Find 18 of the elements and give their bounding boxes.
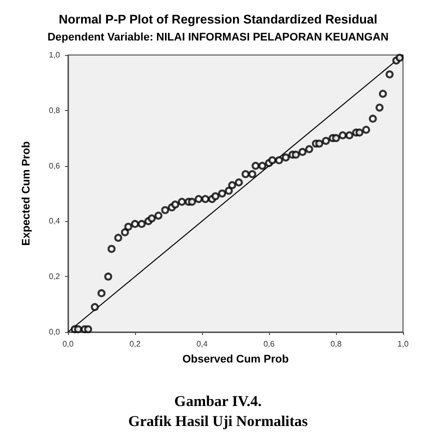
x-tick-label: 0,2 xyxy=(129,340,142,348)
y-tick-label: 0,8 xyxy=(48,106,61,115)
y-tick-label: 0,0 xyxy=(48,328,61,336)
chart-title: Normal P-P Plot of Regression Standardized Residual xyxy=(58,12,378,26)
x-tick-label: 0,8 xyxy=(330,340,342,348)
x-tick-label: 0,6 xyxy=(263,340,276,348)
y-axis-title: Expected Cum Prob xyxy=(20,140,32,246)
y-tick-label: 0,2 xyxy=(48,272,61,282)
chart-subtitle: Dependent Variable: NILAI INFORMASI PELAPORAN KEUANGAN xyxy=(47,32,389,44)
text: Grafik Hasil Uji Normalitas xyxy=(127,413,309,432)
x-axis-title: Observed Cum Prob xyxy=(182,354,289,366)
y-tick-label: 0,6 xyxy=(48,161,61,170)
text: Gambar IV.4. xyxy=(173,393,263,412)
x-tick-label: 0,4 xyxy=(196,340,208,348)
x-tick-label: 1,0 xyxy=(397,340,410,348)
y-tick-label: 0,4 xyxy=(48,216,61,226)
x-tick-label: 0,0 xyxy=(62,340,74,348)
y-tick-label: 1,0 xyxy=(48,50,61,60)
